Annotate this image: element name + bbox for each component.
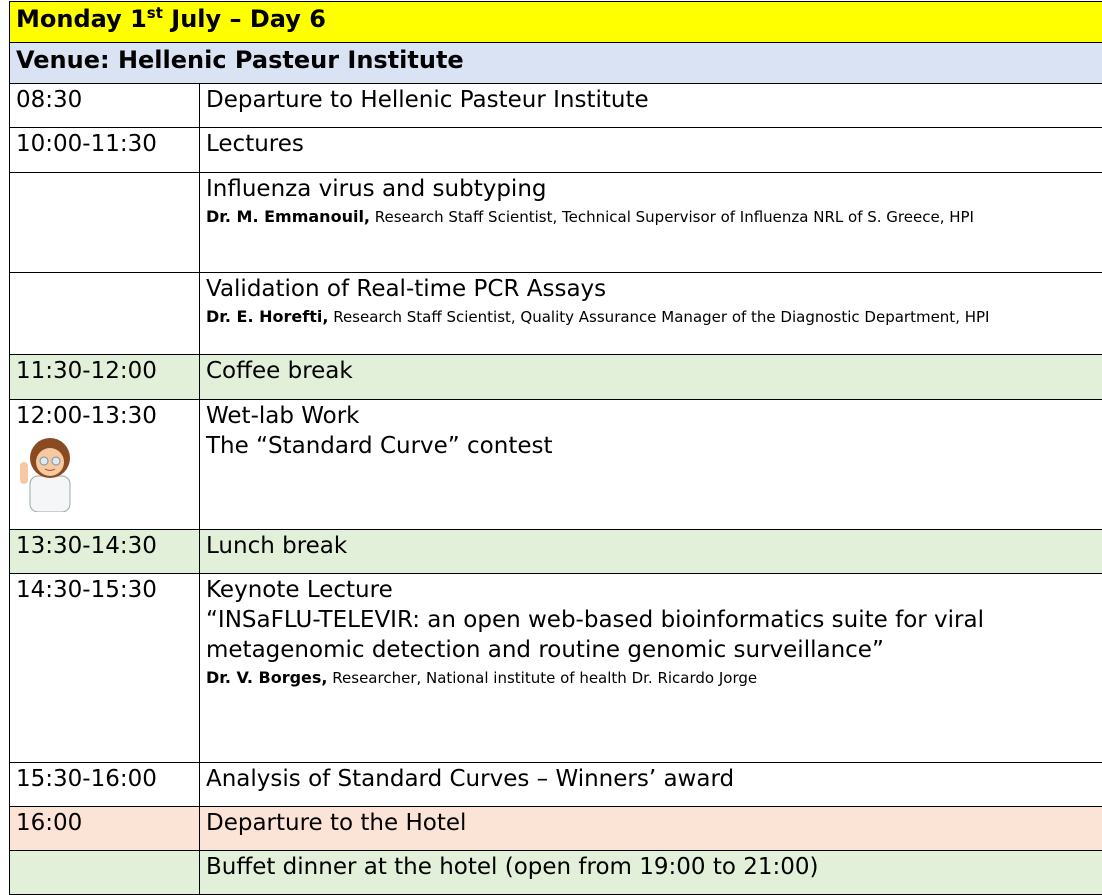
session-title: Validation of Real-time PCR Assays (206, 275, 1102, 305)
schedule-row: 11:30-12:00 Coffee break (10, 355, 1102, 400)
schedule-table: Monday 1st July – Day 6 Venue: Hellenic … (9, 1, 1102, 895)
session-title: Wet-lab Work (206, 402, 1102, 432)
speaker-line: Dr. M. Emmanouil, Research Staff Scienti… (206, 205, 1102, 229)
speaker-line: Dr. V. Borges, Researcher, National inst… (206, 666, 1102, 690)
session-subtitle: The “Standard Curve” contest (206, 432, 1102, 462)
schedule-body: Monday 1st July – Day 6 Venue: Hellenic … (10, 2, 1102, 895)
speaker-name: Dr. E. Horefti, (206, 307, 328, 326)
session-cell: Buffet dinner at the hotel (open from 19… (200, 851, 1102, 895)
time-cell (10, 273, 200, 355)
time: 12:00-13:30 (16, 403, 157, 429)
time-cell (10, 173, 200, 273)
day-title: Monday 1st July – Day 6 (10, 2, 1102, 43)
speaker-affiliation: Researcher, National institute of health… (332, 669, 757, 687)
session-title: Departure to Hellenic Pasteur Institute (206, 86, 1102, 116)
session-cell: Departure to the Hotel (200, 807, 1102, 851)
session-cell: Lectures (200, 128, 1102, 173)
time: 16:00 (16, 810, 82, 836)
session-title: Departure to the Hotel (206, 809, 1102, 839)
time-cell: 12:00-13:30 (10, 400, 200, 530)
speaker-name: Dr. V. Borges, (206, 668, 328, 687)
session-title: Coffee break (206, 357, 1102, 387)
session-title: Influenza virus and subtyping (206, 175, 1102, 205)
time-cell (10, 851, 200, 895)
time: 15:30-16:00 (16, 766, 157, 792)
speaker-line: Dr. E. Horefti, Research Staff Scientist… (206, 305, 1102, 329)
speaker-affiliation: Research Staff Scientist, Technical Supe… (375, 208, 974, 226)
session-cell: Lunch break (200, 530, 1102, 574)
speaker-name: Dr. M. Emmanouil, (206, 207, 370, 226)
schedule-row: 16:00 Departure to the Hotel (10, 807, 1102, 851)
time-cell: 10:00-11:30 (10, 128, 200, 173)
session-title: Lectures (206, 130, 1102, 160)
session-cell: Keynote Lecture“INSaFLU-TELEVIR: an open… (200, 574, 1102, 763)
schedule-row: 08:30 Departure to Hellenic Pasteur Insti… (10, 84, 1102, 128)
session-cell: Departure to Hellenic Pasteur Institute (200, 84, 1102, 128)
title-text: Monday 1 (16, 5, 147, 33)
session-title: Lunch break (206, 532, 1102, 562)
venue: Venue: Hellenic Pasteur Institute (10, 43, 1102, 84)
schedule-row: 15:30-16:00 Analysis of Standard Curves –… (10, 763, 1102, 807)
time-cell: 15:30-16:00 (10, 763, 200, 807)
session-cell: Analysis of Standard Curves – Winners’ a… (200, 763, 1102, 807)
day-row: Monday 1st July – Day 6 (10, 2, 1102, 43)
schedule-row: 14:30-15:30 Keynote Lecture“INSaFLU-TELEV… (10, 574, 1102, 763)
session-subtitle: “INSaFLU-TELEVIR: an open web-based bioi… (206, 606, 1102, 666)
time-cell: 11:30-12:00 (10, 355, 200, 400)
time-cell: 13:30-14:30 (10, 530, 200, 574)
time: 13:30-14:30 (16, 533, 157, 559)
time-cell: 16:00 (10, 807, 200, 851)
session-cell: Coffee break (200, 355, 1102, 400)
schedule-row: 10:00-11:30 Lectures (10, 128, 1102, 173)
title-text: July – Day 6 (163, 5, 326, 33)
schedule-row: 13:30-14:30 Lunch break (10, 530, 1102, 574)
venue-row: Venue: Hellenic Pasteur Institute (10, 43, 1102, 84)
session-title: Analysis of Standard Curves – Winners’ a… (206, 765, 1102, 795)
session-title: Buffet dinner at the hotel (open from 19… (206, 853, 1102, 883)
time-cell: 14:30-15:30 (10, 574, 200, 763)
scientist-icon (16, 432, 86, 512)
time: 14:30-15:30 (16, 577, 157, 603)
time-cell: 08:30 (10, 84, 200, 128)
time: 10:00-11:30 (16, 131, 157, 157)
schedule-row: Buffet dinner at the hotel (open from 19… (10, 851, 1102, 895)
session-title: Keynote Lecture (206, 576, 1102, 606)
time: 11:30-12:00 (16, 358, 157, 384)
title-sup: st (147, 4, 163, 22)
speaker-affiliation: Research Staff Scientist, Quality Assura… (333, 308, 989, 326)
time: 08:30 (16, 87, 82, 113)
